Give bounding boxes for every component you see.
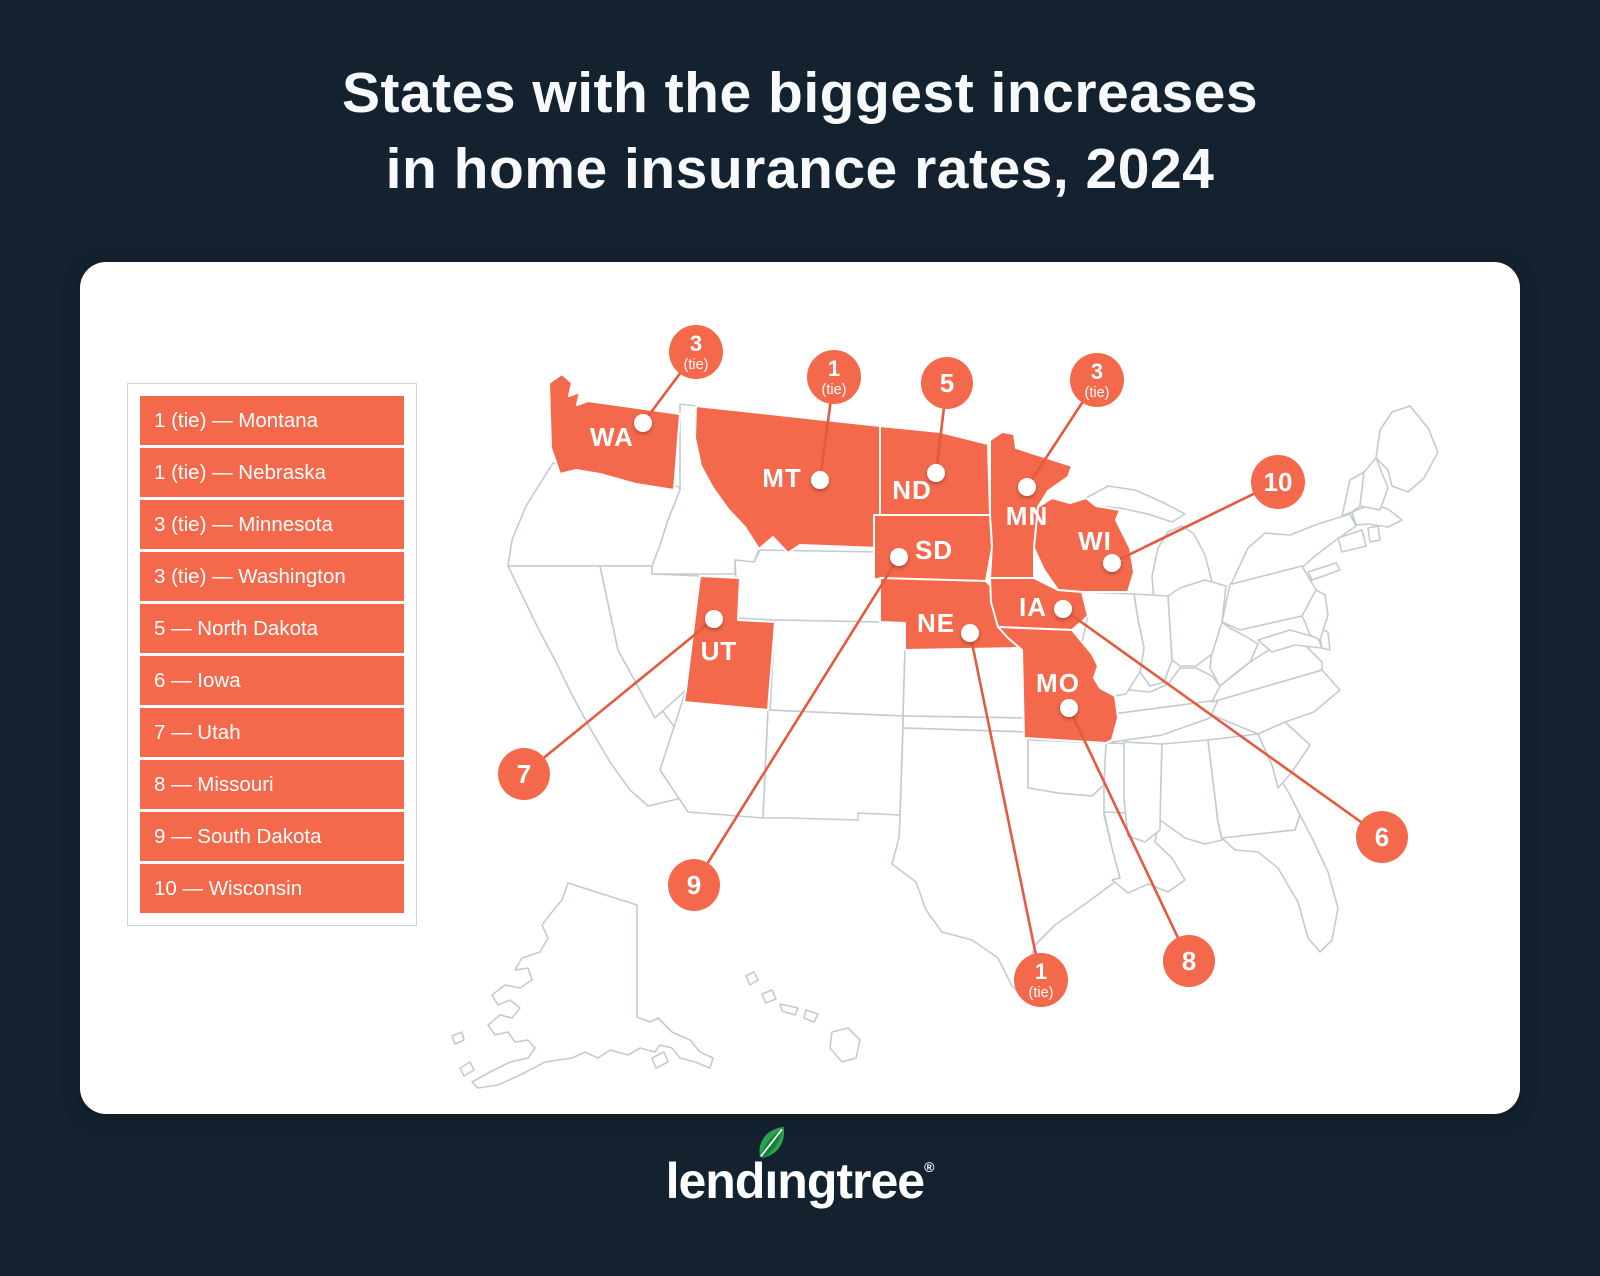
legend-item: 3 (tie) — Washington bbox=[140, 552, 404, 601]
legend-item-label: 5 — North Dakota bbox=[154, 617, 319, 640]
legend-item-label: 6 — Iowa bbox=[154, 669, 241, 692]
legend-item: 10 — Wisconsin bbox=[140, 864, 404, 913]
lendingtree-wordmark: lend ıngtree® bbox=[665, 1126, 935, 1210]
legend-item-label: 10 — Wisconsin bbox=[154, 877, 303, 900]
legend-item: 6 — Iowa bbox=[140, 656, 404, 705]
legend-item-label: 1 (tie) — Montana bbox=[154, 409, 319, 432]
title-line-2: in home insurance rates, 2024 bbox=[385, 136, 1215, 201]
legend-item-label: 3 (tie) — Washington bbox=[154, 565, 346, 588]
legend-item-label: 1 (tie) — Nebraska bbox=[154, 461, 327, 484]
legend-item: 9 — South Dakota bbox=[140, 812, 404, 861]
legend-item: 1 (tie) — Montana bbox=[140, 396, 404, 445]
legend-item: 5 — North Dakota bbox=[140, 604, 404, 653]
logo-letter-i: ı bbox=[759, 1126, 785, 1210]
legend-item-label: 7 — Utah bbox=[154, 721, 241, 744]
legend-item: 1 (tie) — Nebraska bbox=[140, 448, 404, 497]
lendingtree-logo: lend ıngtree® bbox=[0, 1126, 1600, 1210]
legend-item: 7 — Utah bbox=[140, 708, 404, 757]
leaf-icon bbox=[759, 1126, 785, 1159]
legend-item-label: 3 (tie) — Minnesota bbox=[154, 513, 333, 536]
legend-item: 3 (tie) — Minnesota bbox=[140, 500, 404, 549]
logo-text-pre: lend bbox=[665, 1153, 766, 1209]
legend-item-label: 8 — Missouri bbox=[154, 773, 274, 796]
logo-text-i: ı bbox=[764, 1153, 778, 1209]
registered-mark: ® bbox=[924, 1159, 935, 1175]
logo-text-post: ngtree bbox=[777, 1153, 925, 1209]
rank-legend: 1 (tie) — Montana 1 (tie) — Nebraska 3 (… bbox=[127, 383, 417, 926]
legend-item-label: 9 — South Dakota bbox=[154, 825, 322, 848]
page-title: States with the biggest increases in hom… bbox=[0, 56, 1600, 208]
title-line-1: States with the biggest increases bbox=[341, 61, 1259, 125]
legend-item: 8 — Missouri bbox=[140, 760, 404, 809]
